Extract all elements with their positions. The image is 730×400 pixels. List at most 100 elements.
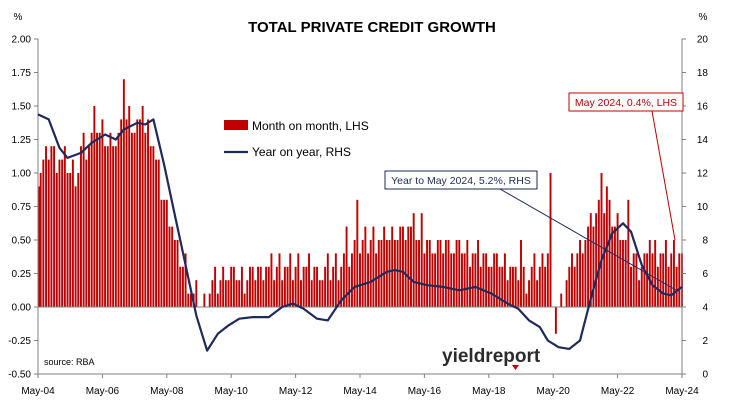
- legend-label-yoy: Year on year, RHS: [252, 145, 351, 159]
- mom-bar: [654, 240, 657, 307]
- mom-bar: [222, 266, 225, 307]
- mom-bar: [230, 266, 233, 307]
- left-tick-label: 1.00: [12, 169, 32, 180]
- mom-bar: [367, 253, 370, 307]
- mom-bar: [420, 213, 423, 307]
- mom-bar: [447, 240, 450, 307]
- mom-bar: [61, 159, 64, 307]
- mom-bar: [155, 159, 158, 307]
- mom-bar: [74, 186, 77, 307]
- mom-bar: [122, 79, 125, 307]
- left-tick-label: 2.00: [12, 35, 32, 46]
- left-tick-label: 0.25: [12, 269, 32, 280]
- mom-bar: [380, 240, 383, 307]
- x-tick-label: May-22: [601, 386, 635, 397]
- mom-bar: [643, 253, 646, 307]
- mom-bar: [308, 253, 310, 307]
- mom-bar: [479, 266, 482, 307]
- mom-bar: [388, 240, 391, 307]
- mom-bar: [332, 266, 335, 307]
- mom-bar: [428, 240, 431, 307]
- mom-bar: [640, 266, 643, 307]
- mom-bar: [396, 240, 399, 307]
- mom-bar: [407, 226, 410, 307]
- mom-bar: [324, 266, 327, 307]
- mom-bar: [128, 106, 131, 307]
- mom-bar: [326, 253, 329, 307]
- mom-bar: [55, 173, 58, 307]
- mom-bar: [493, 253, 496, 307]
- mom-bar: [469, 266, 471, 307]
- mom-bar: [345, 226, 348, 307]
- mom-bar: [181, 266, 184, 307]
- mom-bar: [549, 173, 552, 307]
- mom-bar: [45, 146, 48, 307]
- mom-bar: [262, 280, 265, 307]
- mom-bar: [455, 240, 458, 307]
- mom-bar: [275, 266, 278, 307]
- mom-bar: [627, 199, 630, 307]
- mom-bar: [672, 240, 675, 307]
- mom-bar: [171, 226, 174, 307]
- left-axis-ticks: -0.50 -0.25 0.00 0.25 0.50 0.75 1.00 1.25 1.50 1.…: [8, 35, 38, 381]
- mom-bar: [592, 226, 595, 307]
- annotation-mom-text: May 2024, 0.4%, LHS: [575, 97, 677, 109]
- mom-bar: [517, 280, 520, 307]
- mom-bar: [474, 253, 477, 307]
- mom-bar: [157, 159, 160, 307]
- right-tick-label: 4: [702, 303, 708, 314]
- mom-bar: [364, 226, 367, 307]
- right-tick-label: 14: [697, 135, 709, 146]
- mom-bar: [184, 253, 187, 307]
- source-note: source: RBA: [44, 357, 95, 367]
- mom-bar: [452, 253, 455, 307]
- mom-bar: [310, 280, 313, 307]
- mom-bar: [616, 213, 619, 307]
- legend-bar-swatch: [224, 120, 248, 130]
- mom-bar: [418, 240, 420, 307]
- right-tick-label: 6: [702, 269, 708, 280]
- mom-bar: [249, 266, 251, 307]
- mom-bar: [270, 253, 273, 307]
- mom-bar: [506, 280, 509, 307]
- right-tick-label: 20: [697, 35, 709, 46]
- mom-bar: [477, 240, 480, 307]
- mom-bar: [195, 280, 198, 307]
- mom-bar: [77, 173, 80, 307]
- mom-bar: [568, 266, 571, 307]
- mom-bar: [189, 293, 192, 307]
- mom-bar: [348, 266, 351, 307]
- mom-bar: [393, 240, 396, 307]
- mom-bar: [412, 213, 415, 307]
- x-axis-ticks: May-04 May-06 May-08 May-10 May-12 May-14 May-…: [21, 374, 699, 397]
- right-tick-label: 16: [697, 102, 709, 113]
- mom-bar: [112, 146, 115, 307]
- mom-bar: [297, 253, 300, 307]
- mom-bar: [359, 253, 361, 307]
- right-tick-label: 18: [697, 68, 709, 79]
- mom-bar: [133, 132, 136, 307]
- x-tick-label: May-24: [665, 386, 699, 397]
- mom-bar: [337, 280, 340, 307]
- yieldreport-logo-text: yieldreport: [442, 346, 541, 367]
- mom-bar: [635, 253, 638, 307]
- mom-bar: [399, 226, 402, 307]
- mom-bar: [520, 240, 522, 307]
- mom-bar: [375, 253, 378, 307]
- mom-bar: [638, 280, 641, 307]
- mom-bar: [501, 266, 504, 307]
- logo-marker-icon: [512, 365, 519, 370]
- mom-bar: [391, 226, 394, 307]
- mom-bar: [130, 132, 133, 307]
- mom-bar: [461, 253, 463, 307]
- left-tick-label: 0.75: [12, 202, 32, 213]
- mom-bar: [471, 253, 474, 307]
- annotation-yoy-box: [384, 170, 538, 190]
- mom-bar: [96, 132, 98, 307]
- mom-bar: [581, 253, 584, 307]
- mom-bar: [318, 280, 321, 307]
- mom-bar: [383, 226, 386, 307]
- mom-bar: [214, 266, 217, 307]
- mom-bar: [541, 253, 544, 307]
- mom-bar: [646, 253, 649, 307]
